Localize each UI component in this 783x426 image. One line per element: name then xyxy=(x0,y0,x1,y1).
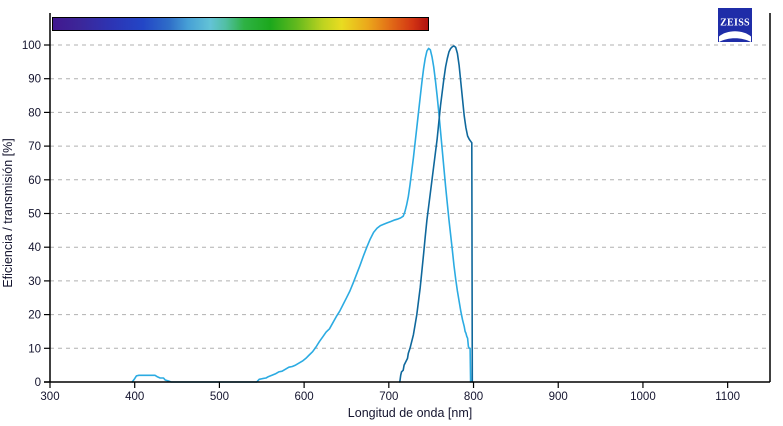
x-tick-label-400: 400 xyxy=(125,391,144,403)
y-tick-label-40: 40 xyxy=(28,242,41,254)
axes xyxy=(44,13,771,388)
y-axis-title: Eficiencia / transmisión [%] xyxy=(1,138,15,287)
x-tick-label-1100: 1100 xyxy=(715,391,740,403)
zeiss-logo-text: ZEISS xyxy=(720,18,750,29)
gridlines xyxy=(50,44,770,349)
x-tick-label-300: 300 xyxy=(40,391,59,403)
y-tick-label-100: 100 xyxy=(22,40,41,52)
light-blue-spectrum xyxy=(131,47,472,383)
dark-blue-spectrum xyxy=(399,45,474,383)
y-tick-label-10: 10 xyxy=(28,343,41,355)
y-tick-label-60: 60 xyxy=(28,175,41,187)
spectra-curves xyxy=(131,45,474,383)
x-tick-label-600: 600 xyxy=(295,391,314,403)
spectrum-bar xyxy=(52,17,429,31)
y-tick-label-70: 70 xyxy=(28,141,41,153)
x-tick-label-800: 800 xyxy=(464,391,483,403)
x-axis-title: Longitud de onda [nm] xyxy=(348,406,472,420)
y-tick-label-30: 30 xyxy=(28,276,41,288)
y-tick-label-50: 50 xyxy=(28,209,41,221)
zeiss-logo-lens-base xyxy=(719,38,751,42)
x-tick-label-500: 500 xyxy=(210,391,229,403)
tick-labels: 0 10 20 30 40 50 60 70 80 90 100 300 400 500 600 700 800… xyxy=(22,40,740,403)
y-tick-label-20: 20 xyxy=(28,310,41,322)
y-tick-label-80: 80 xyxy=(28,107,41,119)
y-tick-label-90: 90 xyxy=(28,74,41,86)
zeiss-logo: ZEISS xyxy=(718,8,752,42)
x-tick-label-700: 700 xyxy=(379,391,398,403)
x-tick-label-1000: 1000 xyxy=(630,391,656,403)
y-tick-label-0: 0 xyxy=(35,377,41,389)
x-tick-label-900: 900 xyxy=(549,391,568,403)
